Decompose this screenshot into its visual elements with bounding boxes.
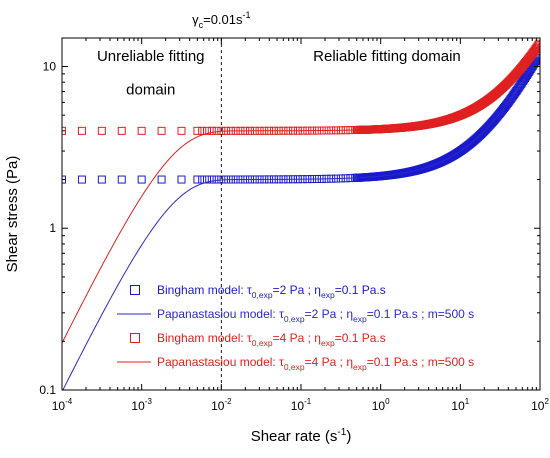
axes: 10-4 10-3 10-2 10-1 100 101 102 0.1 1 10 Shear rat… <box>4 38 549 445</box>
domain-annotation: Reliable fitting domain <box>313 48 461 65</box>
x-tick-label: 10-1 <box>291 397 312 413</box>
data-point <box>198 126 207 135</box>
x-tick-label: 101 <box>451 397 469 413</box>
domain-annotation: Unreliable fitting <box>97 48 205 65</box>
legend-entry: Papanastasiou model: τ0,exp=4 Pa ; ηexp=… <box>117 355 474 372</box>
series-papanastasiou-line <box>62 42 540 344</box>
legend-marker <box>130 285 140 295</box>
legend: Bingham model: τ0,exp=2 Pa ; ηexp=0.1 Pa… <box>117 283 474 372</box>
x-axis-label: Shear rate (s-1) <box>251 427 352 445</box>
legend-label: Bingham model: τ0,exp=4 Pa ; ηexp=0.1 Pa… <box>157 331 386 348</box>
y-tick-label: 0.1 <box>39 383 56 397</box>
data-point <box>157 175 166 184</box>
data-point <box>137 175 146 184</box>
x-tick-label: 100 <box>372 397 390 413</box>
data-point <box>137 126 146 135</box>
data-point <box>77 175 86 184</box>
data-point <box>202 126 211 135</box>
x-tick-label: 10-3 <box>131 397 152 413</box>
data-point <box>534 41 540 50</box>
series-bingham-markers <box>62 50 540 184</box>
legend-label: Bingham model: τ0,exp=2 Pa ; ηexp=0.1 Pa… <box>157 283 386 300</box>
legend-label: Papanastasiou model: τ0,exp=2 Pa ; ηexp=… <box>157 307 474 324</box>
data-point <box>202 175 211 184</box>
legend-entry: Bingham model: τ0,exp=2 Pa ; ηexp=0.1 Pa… <box>130 283 386 300</box>
x-tick-label: 102 <box>531 397 549 413</box>
data-point <box>62 175 66 184</box>
data-point <box>117 175 126 184</box>
legend-entry: Bingham model: τ0,exp=4 Pa ; ηexp=0.1 Pa… <box>130 331 386 348</box>
data-point <box>77 126 86 135</box>
legend-entry: Papanastasiou model: τ0,exp=2 Pa ; ηexp=… <box>117 307 474 324</box>
annotations: γc=0.01s-1 Unreliable fitting domain Reliab… <box>97 10 461 390</box>
data-point <box>97 126 106 135</box>
data-point <box>177 126 186 135</box>
data-point <box>212 126 221 135</box>
data-point <box>193 126 202 135</box>
data-point <box>535 39 540 48</box>
data-point <box>207 126 216 135</box>
critical-shear-rate-label: γc=0.01s-1 <box>192 10 250 30</box>
data-point <box>177 175 186 184</box>
series-papanastasiou-line <box>62 53 540 390</box>
y-tick-label: 10 <box>43 59 57 73</box>
y-axis-label: Shear stress (Pa) <box>4 156 21 273</box>
data-point <box>193 175 202 184</box>
data-point <box>117 126 126 135</box>
data-point <box>207 175 216 184</box>
data-point <box>212 175 221 184</box>
data-point <box>198 175 207 184</box>
y-tick-label: 1 <box>49 221 56 235</box>
data-point <box>533 42 540 51</box>
legend-marker <box>130 333 140 343</box>
data-point <box>157 126 166 135</box>
legend-label: Papanastasiou model: τ0,exp=4 Pa ; ηexp=… <box>157 355 474 372</box>
data-point <box>97 175 106 184</box>
x-tick-label: 10-4 <box>52 397 73 413</box>
x-tick-label: 10-2 <box>211 397 232 413</box>
plot-area <box>62 39 540 390</box>
data-point <box>62 126 66 135</box>
domain-annotation: domain <box>126 82 175 99</box>
